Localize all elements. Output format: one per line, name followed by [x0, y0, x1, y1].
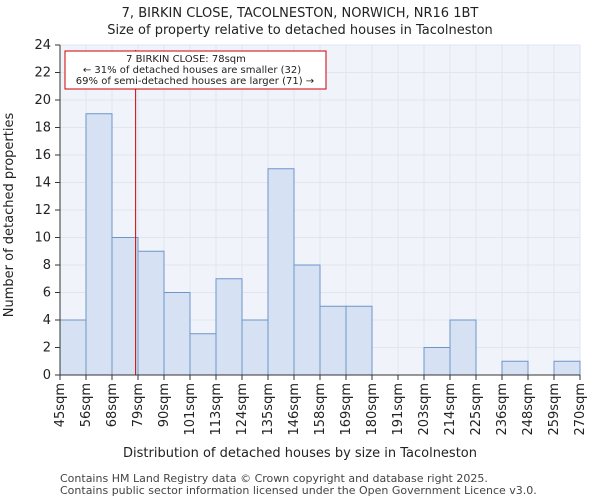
bar	[163, 292, 191, 376]
x-tick-label: 214sqm	[443, 383, 458, 436]
x-tick-label: 180sqm	[365, 383, 380, 436]
y-tick-label: 20	[34, 93, 51, 108]
bar	[189, 333, 217, 376]
x-tick-label: 56sqm	[79, 383, 94, 427]
bar	[423, 347, 451, 376]
x-tick-label: 169sqm	[339, 383, 354, 436]
x-tick-label: 259sqm	[547, 383, 562, 436]
bar	[241, 319, 269, 376]
bar	[501, 360, 529, 376]
x-tick-label: 135sqm	[261, 383, 276, 436]
chart-subtitle: Size of property relative to detached ho…	[107, 23, 493, 38]
bar	[59, 319, 87, 376]
x-tick-label: 248sqm	[521, 383, 536, 436]
bar	[267, 168, 295, 376]
x-tick-label: 113sqm	[209, 383, 224, 436]
x-tick-label: 68sqm	[105, 383, 120, 427]
y-tick-label: 18	[34, 121, 51, 136]
y-tick-label: 2	[43, 341, 51, 356]
annotation-line-1: 7 BIRKIN CLOSE: 78sqm	[126, 54, 246, 65]
bar	[111, 237, 139, 376]
y-tick-label: 12	[34, 203, 51, 218]
y-tick-label: 8	[43, 258, 51, 273]
x-tick-label: 225sqm	[469, 383, 484, 436]
annotation-line-3: 69% of semi-detached houses are larger (…	[76, 76, 314, 87]
footer-line-1: Contains HM Land Registry data © Crown c…	[60, 472, 488, 485]
bar	[449, 319, 477, 376]
bar	[137, 250, 165, 376]
bar	[215, 278, 243, 376]
bars	[59, 113, 581, 376]
footer-line-2: Contains public sector information licen…	[60, 484, 537, 497]
annotation-box	[64, 50, 327, 90]
y-tick-label: 6	[43, 286, 51, 301]
x-tick-label: 146sqm	[287, 383, 302, 436]
bar	[85, 113, 113, 376]
x-tick-label: 45sqm	[53, 383, 68, 427]
bar	[345, 305, 373, 376]
bar	[293, 264, 321, 376]
x-tick-label: 158sqm	[313, 383, 328, 436]
x-tick-label: 236sqm	[495, 383, 510, 436]
x-tick-label: 90sqm	[157, 383, 172, 427]
y-tick-label: 10	[34, 231, 51, 246]
x-tick-label: 124sqm	[235, 383, 250, 436]
bar	[319, 305, 347, 376]
y-tick-label: 22	[34, 66, 51, 81]
x-tick-label: 191sqm	[391, 383, 406, 436]
x-tick-label: 203sqm	[417, 383, 432, 436]
x-tick-label: 270sqm	[573, 383, 588, 436]
annotation-line-2: ← 31% of detached houses are smaller (32…	[83, 65, 301, 76]
x-tick-label: 79sqm	[131, 383, 146, 427]
x-axis-ticks: 45sqm 56sqm 68sqm 79sqm 90sqm 101sqm 113sqm 124…	[53, 375, 588, 436]
bar	[553, 360, 581, 376]
y-tick-label: 14	[34, 176, 51, 191]
y-axis-label: Number of detached properties	[2, 113, 17, 318]
x-tick-label: 101sqm	[183, 383, 198, 436]
y-tick-label: 0	[43, 368, 51, 383]
chart-title: 7, BIRKIN CLOSE, TACOLNESTON, NORWICH, N…	[122, 6, 479, 21]
y-tick-label: 24	[34, 38, 51, 53]
x-axis-label: Distribution of detached houses by size …	[123, 446, 477, 461]
marker-annotation: 7 BIRKIN CLOSE: 78sqm ← 31% of detached …	[64, 50, 327, 90]
y-tick-label: 16	[34, 148, 51, 163]
y-tick-label: 4	[43, 313, 51, 328]
